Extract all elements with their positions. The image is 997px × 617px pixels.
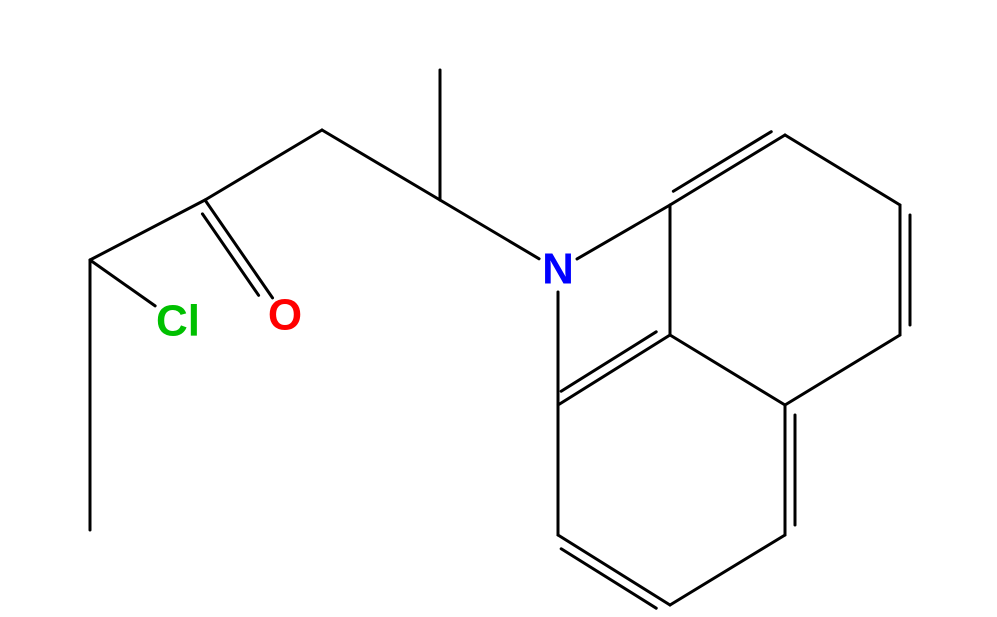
molecule-diagram: Cl O N [0,0,997,617]
atom-label-O: O [268,291,302,340]
atom-label-N: N [542,245,574,294]
atom-label-Cl: Cl [156,297,200,346]
